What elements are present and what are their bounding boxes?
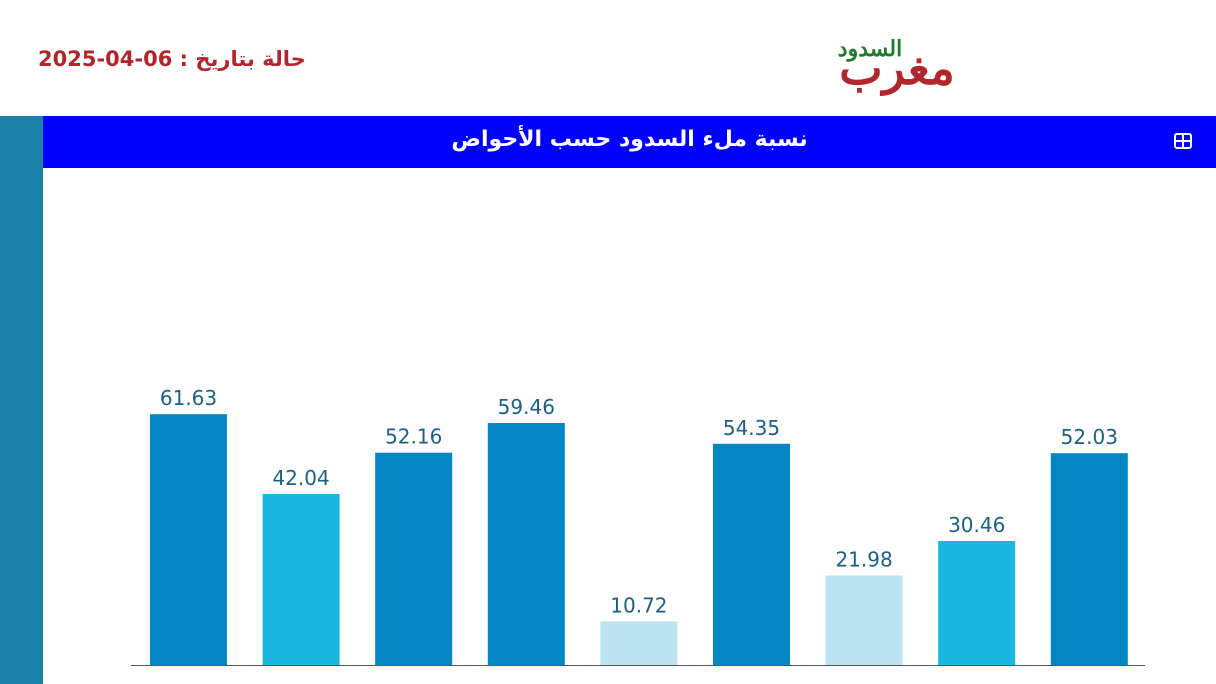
bar[interactable] [825,575,903,666]
bar-value-label: 54.35 [723,416,780,440]
logo-sub-text: السدود [838,36,902,62]
bar[interactable] [938,541,1016,665]
bar-value-label: 21.98 [835,548,892,572]
bar-value-label: 42.04 [272,466,329,490]
bar-value-label: 59.46 [498,395,555,419]
bar-value-label: 61.63 [160,386,217,410]
date-label: حالة بتاريخ : 06-04-2025 [38,47,306,71]
logo: مغرب السدود [838,36,955,96]
chart-title-bar: نسبة ملء السدود حسب الأحواض [43,116,1216,168]
bar[interactable] [262,493,340,665]
bar-value-label: 30.46 [948,513,1005,537]
bar-chart: 61.63 42.04 52.16 59.46 10.72 54.35 21.98 30.46… [131,386,1145,666]
bar[interactable] [375,452,453,665]
bar[interactable] [713,443,790,665]
bar-value-label: 52.03 [1061,425,1118,449]
chart-title: نسبة ملء السدود حسب الأحواض [451,127,808,152]
bar[interactable] [1050,453,1128,665]
bar[interactable] [150,414,227,665]
logo-main-text: مغرب [839,41,955,96]
table-grid-icon[interactable] [1174,133,1192,149]
bar-value-label: 52.16 [385,425,442,449]
bar-value-label: 10.72 [610,593,667,617]
bar[interactable] [600,621,678,665]
side-strip [0,116,43,684]
bar[interactable] [487,423,565,665]
